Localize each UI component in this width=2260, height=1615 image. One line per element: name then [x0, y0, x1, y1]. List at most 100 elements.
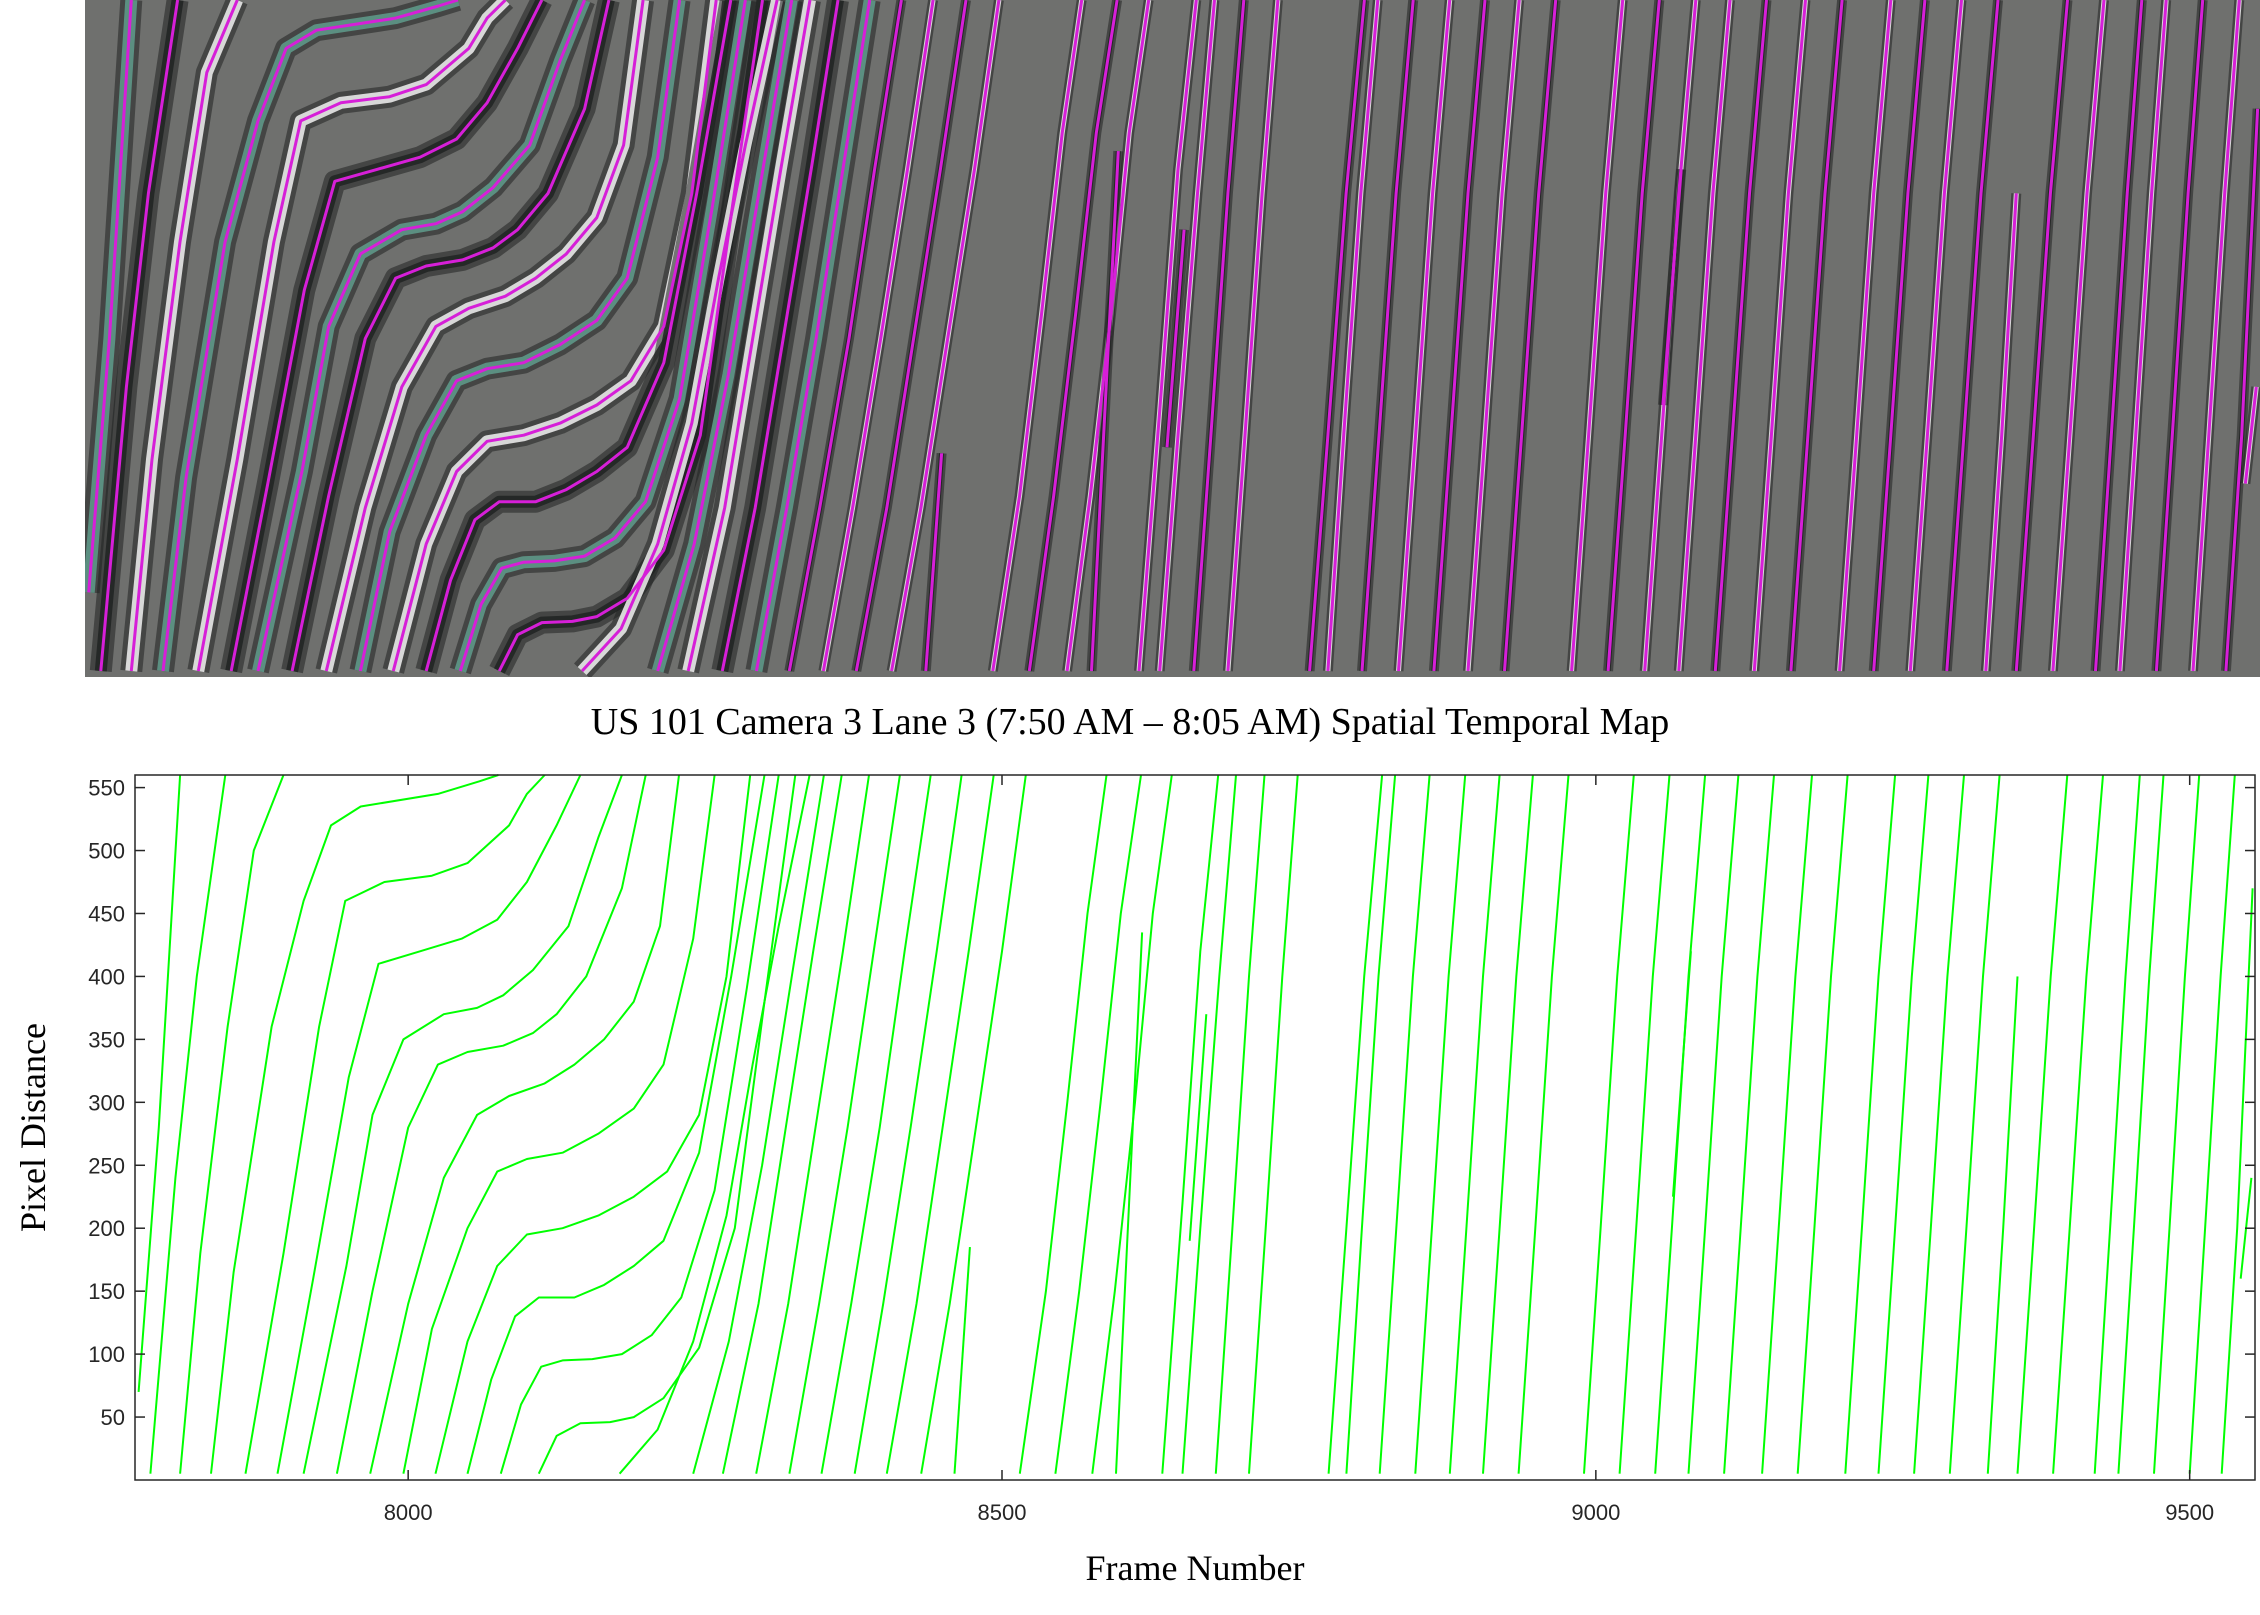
trajectory-line-11 — [434, 774, 752, 1474]
trajectory-line-23 — [920, 774, 1027, 1474]
stmap-trajectory-8 — [290, 0, 611, 672]
trajectory-line-45 — [1687, 774, 1740, 1474]
trajectory-line-26 — [1054, 774, 1142, 1474]
trajectory-line-48 — [1796, 774, 1849, 1474]
stmap-trajectory-57 — [2118, 0, 2168, 672]
stmap-trajectory-7 — [256, 0, 586, 672]
stmap-trajectory-21 — [821, 0, 935, 672]
stmap-trajectory-28 — [1090, 151, 1120, 672]
trajectory-line-1 — [137, 774, 182, 1392]
trajectory-line-33 — [1248, 774, 1299, 1474]
trajectory-line-52 — [1948, 774, 2001, 1474]
stmap-trajectory-12 — [424, 0, 733, 672]
trajectory-line-18 — [755, 774, 870, 1474]
stmap-trajectory-31 — [1158, 0, 1216, 672]
stmap-trajectory-53 — [1984, 193, 2018, 672]
trajectory-line-40 — [1517, 774, 1570, 1474]
x-tick-label: 9500 — [2165, 1500, 2214, 1525]
trajectory-line-25 — [1018, 774, 1108, 1474]
stmap-trajectories — [87, 0, 2260, 673]
trajectory-line-10 — [402, 774, 716, 1474]
stmap-trajectory-9 — [324, 0, 645, 672]
stmap-trajectory-35 — [1326, 0, 1380, 672]
trajectory-line-42 — [1618, 774, 1671, 1474]
trajectory-line-35 — [1345, 774, 1397, 1474]
y-tick-label: 550 — [88, 776, 125, 801]
trajectory-line-9 — [369, 774, 680, 1474]
trajectory-line-27 — [1091, 774, 1173, 1474]
stmap-trajectory-33 — [1226, 0, 1280, 672]
stmap-trajectory-22 — [854, 0, 968, 672]
stmap-trajectory-48 — [1789, 0, 1844, 672]
trajectory-line-44 — [1672, 951, 1692, 1197]
y-tick-label: 150 — [88, 1279, 125, 1304]
trajectory-line-49 — [1844, 774, 1897, 1474]
y-tick-label: 350 — [88, 1027, 125, 1052]
trajectory-line-16 — [692, 774, 825, 1474]
trajectory-line-56 — [2093, 774, 2141, 1474]
trajectory-line-5 — [244, 774, 546, 1474]
trajectory-line-54 — [2016, 774, 2069, 1474]
x-tick-label: 8000 — [384, 1500, 433, 1525]
stmap-trajectory-52 — [1945, 0, 2000, 672]
stmap-trajectory-61 — [2243, 386, 2258, 484]
spatial-temporal-map-image — [85, 0, 2260, 677]
stmap-trajectory-49 — [1838, 0, 1893, 672]
stmap-trajectory-4 — [161, 0, 459, 672]
trajectory-line-17 — [721, 774, 843, 1474]
trajectory-line-19 — [788, 774, 901, 1474]
stmap-trajectory-29 — [1137, 0, 1198, 672]
stmap-trajectory-39 — [1466, 0, 1521, 672]
x-axis-label: Frame Number — [1086, 1548, 1305, 1588]
x-tick-label: 8500 — [978, 1500, 1027, 1525]
trajectory-line-14 — [537, 774, 797, 1475]
trajectory-line-47 — [1761, 774, 1813, 1474]
stmap-trajectory-11 — [391, 0, 718, 672]
stmap-trajectory-42 — [1606, 0, 1661, 672]
x-tick-label: 9000 — [1571, 1500, 1620, 1525]
stmap-trajectory-10 — [358, 0, 682, 672]
trajectory-line-29 — [1161, 774, 1220, 1474]
stmap-trajectory-13 — [458, 0, 747, 672]
stmap-trajectory-19 — [754, 0, 872, 672]
trajectory-line-50 — [1877, 774, 1930, 1474]
stmap-trajectory-3 — [129, 0, 239, 672]
stmap-trajectory-40 — [1503, 0, 1558, 672]
y-axis-label: Pixel Distance — [13, 1023, 53, 1232]
y-tick-label: 100 — [88, 1342, 125, 1367]
trajectory-line-7 — [302, 774, 623, 1474]
trajectory-line-4 — [210, 774, 499, 1474]
trajectory-line-53 — [1986, 976, 2019, 1474]
stmap-trajectory-38 — [1432, 0, 1487, 672]
trajectory-line-43 — [1654, 774, 1707, 1474]
stmap-trajectory-32 — [1192, 0, 1246, 672]
trajectory-line-31 — [1181, 774, 1237, 1474]
trajectory-line-24 — [953, 1247, 971, 1474]
stmap-trajectory-34 — [1308, 0, 1366, 672]
stmap-trajectory-23 — [890, 0, 1001, 672]
stmap-trajectory-25 — [991, 0, 1084, 672]
stmap-trajectory-55 — [2051, 0, 2106, 672]
stmap-trajectory-45 — [1677, 0, 1732, 672]
stmap-trajectory-47 — [1752, 0, 1807, 672]
trajectory-line-55 — [2052, 774, 2104, 1474]
stmap-trajectory-5 — [196, 0, 507, 672]
stmap-trajectory-18 — [720, 0, 840, 672]
trajectory-line-15 — [618, 774, 811, 1475]
trajectory-plot: 8000 8500 9000 9500 50 100 150 200 250 300 350 400 4… — [13, 774, 2256, 1588]
trajectory-line-6 — [276, 774, 582, 1474]
trajectory-line-2 — [149, 774, 227, 1474]
trajectory-line-38 — [1448, 774, 1501, 1474]
trajectory-line-28 — [1115, 932, 1144, 1474]
trajectory-line-13 — [499, 774, 780, 1474]
trajectory-line-36 — [1378, 774, 1431, 1474]
trajectory-line-12 — [466, 774, 766, 1474]
stmap-trajectory-36 — [1360, 0, 1415, 672]
stmap-trajectory-41 — [1570, 0, 1625, 672]
y-tick-label: 300 — [88, 1090, 125, 1115]
trajectory-line-58 — [2153, 774, 2201, 1474]
stmap-trajectory-6 — [229, 0, 544, 672]
plot-axes-box — [134, 774, 2256, 1481]
y-tick-label: 450 — [88, 901, 125, 926]
trajectory-line-20 — [820, 774, 932, 1474]
